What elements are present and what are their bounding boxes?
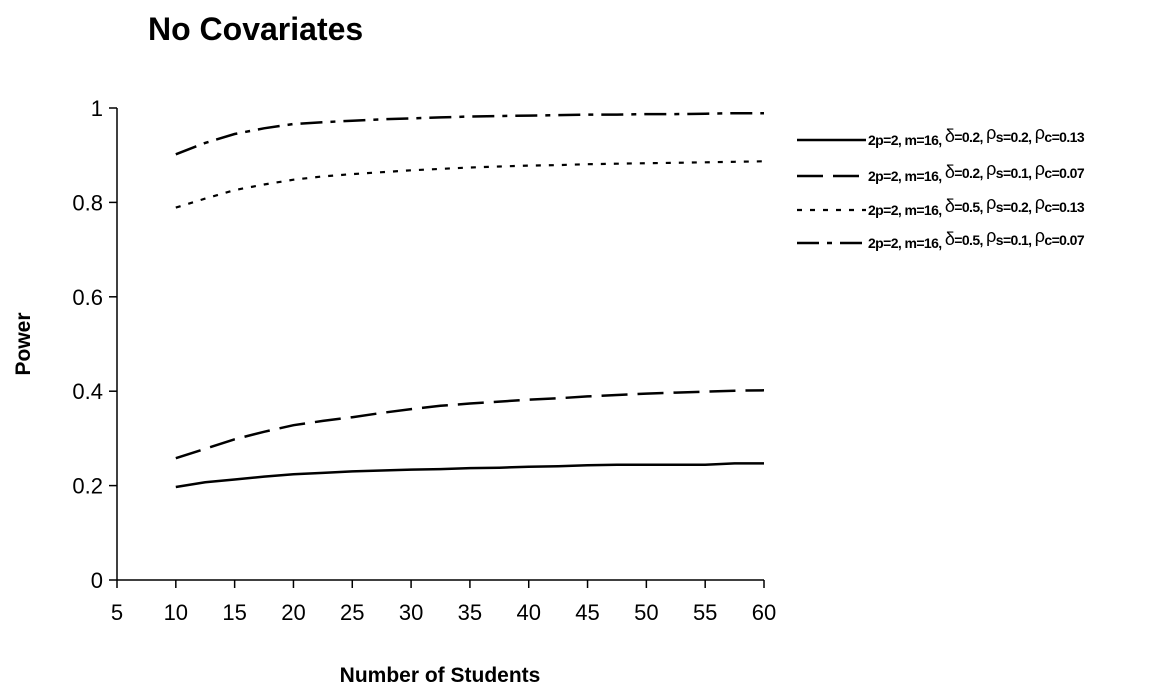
series-layer bbox=[176, 113, 764, 487]
legend-label-part: ρ bbox=[1035, 123, 1045, 143]
y-tick-label: 0.4 bbox=[72, 379, 103, 404]
y-tick-label: 1 bbox=[91, 96, 103, 121]
x-tick-label: 45 bbox=[575, 600, 599, 625]
legend-label-part: ρ bbox=[1035, 226, 1045, 246]
series-line-4 bbox=[176, 113, 764, 154]
legend-label: 2p=2, m=16, δ=0.2, ρs=0.2, ρc=0.13 bbox=[868, 123, 1085, 148]
x-tick-label: 10 bbox=[164, 600, 188, 625]
x-tick-label: 50 bbox=[634, 600, 658, 625]
legend-item-1: 2p=2, m=16, δ=0.2, ρs=0.2, ρc=0.13 bbox=[797, 123, 1085, 148]
legend-label-part: 2p=2, m=16, bbox=[868, 202, 945, 218]
legend-label-part: ρ bbox=[986, 159, 996, 179]
y-tick-label: 0.8 bbox=[72, 190, 103, 215]
axes: 00.20.40.60.815 10 15 20 25 30 35 40 45 50 55 60 bbox=[72, 96, 776, 625]
legend-label-part: ρ bbox=[986, 123, 996, 143]
legend-label-part: ρ bbox=[1035, 193, 1045, 213]
x-tick-label: 30 bbox=[399, 600, 423, 625]
x-tick-label: 5 bbox=[111, 600, 123, 625]
chart-title: No Covariates bbox=[148, 11, 363, 47]
legend-label: 2p=2, m=16, δ=0.5, ρs=0.1, ρc=0.07 bbox=[868, 226, 1085, 251]
legend-label-part: =0.2, bbox=[1003, 199, 1035, 215]
series-line-3 bbox=[176, 161, 764, 207]
series-line-2 bbox=[176, 390, 764, 458]
x-tick-label: 25 bbox=[340, 600, 364, 625]
x-tick-label: 15 bbox=[222, 600, 246, 625]
legend-label-part: =0.13 bbox=[1052, 199, 1085, 215]
legend-label-part: =0.5, bbox=[954, 199, 986, 215]
y-axis-title: Power bbox=[12, 312, 35, 375]
x-tick-label: 35 bbox=[458, 600, 482, 625]
x-tick-label: 55 bbox=[693, 600, 717, 625]
legend-label-part: =0.2, bbox=[954, 165, 986, 181]
legend-label-part: 2p=2, m=16, bbox=[868, 235, 945, 251]
legend-label-part: 2p=2, m=16, bbox=[868, 168, 945, 184]
series-line-1 bbox=[176, 463, 764, 487]
legend-label-part: =0.2, bbox=[954, 129, 986, 145]
legend-label-part: =0.07 bbox=[1052, 232, 1085, 248]
legend-label-part: ρ bbox=[986, 193, 996, 213]
legend-label-part: =0.5, bbox=[954, 232, 986, 248]
x-tick-label: 20 bbox=[281, 600, 305, 625]
y-tick-label: 0 bbox=[91, 568, 103, 593]
x-axis-title: Number of Students bbox=[340, 664, 541, 687]
x-tick-label: 40 bbox=[516, 600, 540, 625]
legend-label-part: =0.1, bbox=[1003, 232, 1035, 248]
legend-label-part: =0.1, bbox=[1003, 165, 1035, 181]
x-tick-label: 60 bbox=[752, 600, 776, 625]
legend-item-2: 2p=2, m=16, δ=0.2, ρs=0.1, ρc=0.07 bbox=[797, 159, 1085, 184]
legend-label-part: ρ bbox=[986, 226, 996, 246]
legend-item-4: 2p=2, m=16, δ=0.5, ρs=0.1, ρc=0.07 bbox=[797, 226, 1085, 251]
y-tick-label: 0.2 bbox=[72, 474, 103, 499]
legend-label: 2p=2, m=16, δ=0.2, ρs=0.1, ρc=0.07 bbox=[868, 159, 1085, 184]
legend-label-part: 2p=2, m=16, bbox=[868, 132, 945, 148]
legend-item-3: 2p=2, m=16, δ=0.5, ρs=0.2, ρc=0.13 bbox=[797, 193, 1085, 218]
legend-label-part: =0.13 bbox=[1052, 129, 1085, 145]
legend: 2p=2, m=16, δ=0.2, ρs=0.2, ρc=0.132p=2, … bbox=[797, 123, 1085, 251]
legend-label-part: =0.07 bbox=[1052, 165, 1085, 181]
legend-label-part: ρ bbox=[1035, 159, 1045, 179]
legend-label: 2p=2, m=16, δ=0.5, ρs=0.2, ρc=0.13 bbox=[868, 193, 1085, 218]
legend-label-part: =0.2, bbox=[1003, 129, 1035, 145]
y-tick-label: 0.6 bbox=[72, 285, 103, 310]
